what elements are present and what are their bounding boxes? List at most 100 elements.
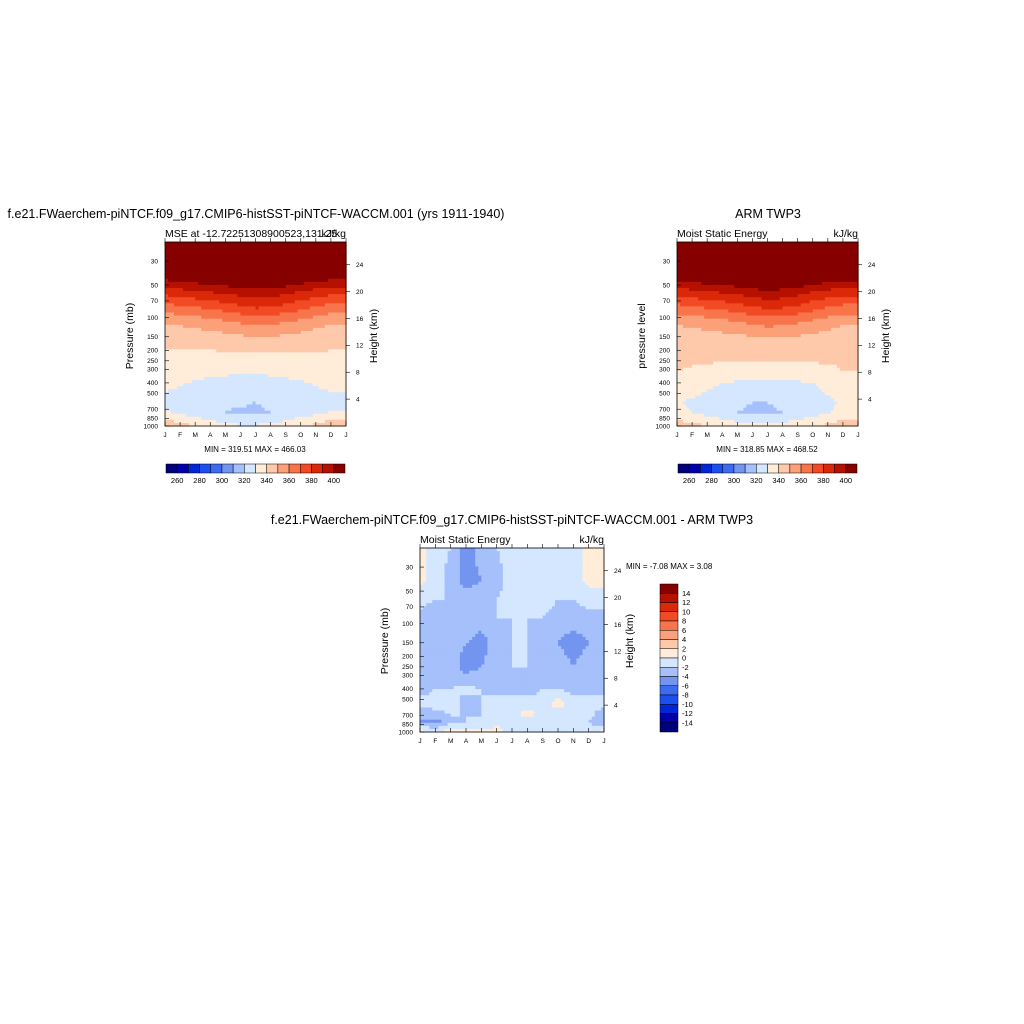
contour-cell: [249, 269, 254, 274]
contour-cell: [216, 422, 220, 427]
contour-cell: [174, 324, 178, 329]
contour-cell: [273, 288, 278, 292]
contour-cell: [261, 251, 266, 255]
contour-cell: [321, 263, 326, 268]
contour-cell: [258, 242, 263, 246]
contour-cell: [177, 334, 181, 338]
contour-cell: [297, 294, 302, 298]
contour-cell: [755, 251, 760, 255]
contour-cell: [231, 334, 235, 338]
contour-cell: [198, 324, 202, 329]
contour-cell: [282, 380, 287, 384]
contour-cell: [336, 337, 341, 341]
contour-cell: [267, 288, 272, 292]
contour-cell: [312, 297, 317, 301]
contour-cell: [315, 272, 320, 277]
contour-cell: [282, 257, 287, 261]
contour-cell: [255, 315, 260, 320]
contour-cell: [219, 389, 223, 393]
contour-cell: [213, 275, 217, 280]
contour-cell: [701, 248, 705, 252]
contour-cell: [207, 367, 211, 372]
contour-cell: [303, 254, 308, 258]
contour-cell: [294, 343, 299, 347]
contour-cell: [222, 315, 226, 320]
contour-cell: [707, 248, 711, 252]
contour-cell: [243, 398, 248, 403]
contour-cell: [303, 407, 308, 412]
contour-cell: [219, 330, 223, 335]
contour-cell: [186, 269, 190, 274]
contour-cell: [240, 251, 245, 255]
contour-cell: [267, 370, 272, 375]
contour-cell: [321, 340, 326, 344]
contour-cell: [273, 413, 278, 418]
contour-cell: [773, 242, 778, 246]
contour-cell: [210, 260, 214, 265]
contour-cell: [312, 410, 317, 415]
contour-cell: [333, 410, 338, 415]
contour-cell: [237, 245, 242, 249]
contour-cell: [297, 395, 302, 399]
contour-cell: [186, 291, 190, 295]
contour-cell: [306, 318, 311, 323]
contour-cell: [300, 355, 305, 360]
contour-cell: [279, 306, 284, 311]
contour-cell: [315, 349, 320, 353]
contour-cell: [297, 260, 302, 265]
contour-cell: [273, 392, 278, 396]
contour-cell: [324, 284, 329, 289]
contour-cell: [183, 288, 187, 292]
contour-cell: [336, 416, 341, 421]
contour-cell: [216, 300, 220, 304]
contour-cell: [195, 288, 199, 292]
contour-cell: [207, 306, 211, 311]
contour-cell: [186, 260, 190, 265]
contour-cell: [294, 294, 299, 298]
contour-cell: [249, 257, 254, 261]
contour-cell: [342, 346, 347, 350]
contour-cell: [210, 395, 214, 399]
contour-cell: [264, 315, 269, 320]
contour-cell: [240, 392, 245, 396]
contour-cell: [249, 392, 254, 396]
contour-cell: [243, 358, 248, 363]
contour-cell: [270, 291, 275, 295]
contour-cell: [240, 297, 245, 301]
contour-cell: [237, 349, 242, 353]
contour-cell: [186, 361, 190, 366]
contour-cell: [219, 398, 223, 403]
contour-cell: [336, 395, 341, 399]
contour-cell: [186, 309, 190, 314]
contour-cell: [288, 364, 293, 369]
contour-cell: [207, 297, 211, 301]
contour-cell: [195, 367, 199, 372]
contour-cell: [183, 373, 187, 378]
contour-cell: [276, 312, 281, 317]
contour-cell: [219, 395, 223, 399]
contour-cell: [216, 291, 220, 295]
contour-cell: [255, 334, 260, 338]
contour-cell: [240, 281, 245, 286]
contour-cell: [342, 294, 347, 298]
contour-cell: [210, 275, 214, 280]
contour-cell: [234, 263, 238, 268]
contour-cell: [312, 260, 317, 265]
contour-cell: [237, 284, 242, 289]
contour-cell: [336, 343, 341, 347]
contour-cell: [788, 245, 793, 249]
contour-cell: [309, 392, 314, 396]
contour-cell: [821, 242, 826, 246]
contour-cell: [812, 245, 817, 249]
contour-cell: [288, 367, 293, 372]
contour-cell: [171, 260, 175, 265]
contour-cell: [213, 303, 217, 307]
contour-cell: [309, 398, 314, 403]
contour-cell: [297, 404, 302, 409]
contour-cell: [740, 242, 744, 246]
contour-cell: [231, 389, 235, 393]
contour-cell: [219, 337, 223, 341]
contour-cell: [255, 321, 260, 326]
contour-cell: [333, 389, 338, 393]
contour-cell: [689, 248, 693, 252]
